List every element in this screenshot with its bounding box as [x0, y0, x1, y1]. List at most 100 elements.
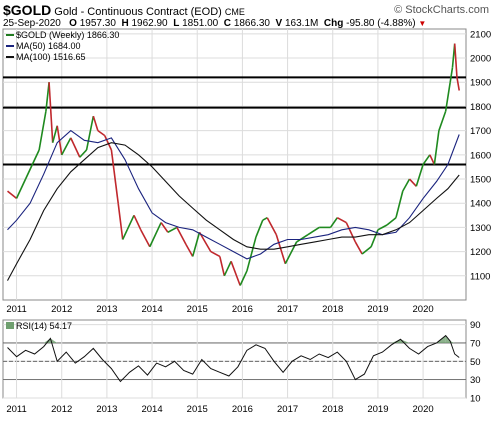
rsi-overbought-fill: [450, 341, 455, 343]
ma50-line: [7, 129, 460, 260]
price-segment: [395, 190, 404, 218]
rsi-panel: 10 30 50 70 90 2011 2012 2013 2014 2015 2016 2017 20…: [2, 319, 481, 415]
legend-ma50: MA(50) 1684.00: [16, 41, 81, 51]
price-segment: [121, 229, 128, 240]
low-value: 1851.00: [182, 18, 219, 29]
close-label: C: [223, 18, 232, 29]
rsi-legend-swatch: [6, 322, 14, 329]
price-segment: [275, 234, 287, 264]
price-segment: [336, 217, 347, 224]
price-segment: [61, 137, 72, 156]
price-y-tick-label: 1400: [470, 199, 491, 210]
price-segment: [456, 77, 461, 91]
price-y-tick-label: 1300: [470, 223, 491, 234]
rsi-x-tick-label: 2014: [141, 404, 162, 415]
quote-date: 25-Sep-2020: [3, 18, 61, 29]
price-segment: [239, 270, 248, 286]
rsi-y-tick-label: 50: [470, 357, 481, 368]
exchange: CME: [224, 7, 245, 17]
price-segment: [51, 125, 58, 143]
volume-value: 163.1M: [284, 18, 319, 29]
price-segment: [92, 115, 99, 131]
change-down-icon: ▼: [418, 19, 427, 28]
price-segment: [110, 149, 119, 204]
rsi-y-tick-label: 10: [470, 394, 481, 405]
price-segment: [449, 67, 454, 83]
rsi-x-tick-label: 2019: [367, 404, 388, 415]
price-segment: [70, 137, 81, 158]
legend-ma100: MA(100) 1516.65: [16, 52, 86, 62]
close-value: 1866.30: [233, 18, 270, 29]
price-x-tick-label: 2018: [322, 304, 343, 315]
price-segment: [262, 217, 268, 221]
rsi-y-tick-label: 90: [470, 320, 481, 331]
price-segment: [422, 154, 431, 165]
price-segment: [296, 233, 309, 243]
rsi-x-tick-label: 2018: [322, 404, 343, 415]
price-x-tick-label: 2017: [277, 304, 298, 315]
price-segment: [266, 217, 277, 236]
price-segment: [126, 214, 135, 231]
price-segment: [117, 203, 124, 240]
price-y-tick-label: 1600: [470, 150, 491, 161]
price-segment: [255, 219, 264, 238]
price-segment: [361, 246, 372, 255]
ma100-line: [7, 142, 460, 281]
rsi-x-tick-label: 2020: [413, 404, 434, 415]
price-segment: [97, 129, 106, 137]
price-segment: [329, 217, 338, 228]
open-label: O: [69, 18, 77, 29]
price-x-tick-label: 2014: [141, 304, 162, 315]
high-label: H: [121, 18, 129, 29]
price-segment: [210, 250, 221, 258]
low-label: L: [173, 18, 180, 29]
header-line-quote: 25-Sep-2020 O 1957.30 H 1962.90 L 1851.0…: [3, 18, 426, 29]
price-segment: [24, 164, 34, 180]
price-y-tick-label: 1500: [470, 175, 491, 186]
rsi-overbought-fill: [391, 339, 401, 343]
volume-label: V: [275, 18, 283, 29]
price-segment: [377, 224, 388, 231]
price-segment: [354, 241, 363, 255]
price-segment: [386, 217, 397, 226]
symbol: $GOLD: [3, 2, 52, 18]
price-segment: [31, 149, 40, 165]
price-x-tick-label: 2015: [187, 304, 208, 315]
high-value: 1962.90: [131, 18, 168, 29]
price-segment: [7, 190, 18, 199]
price-segment: [149, 222, 162, 248]
brand-label: © StockCharts.com: [394, 4, 489, 16]
header-line-title: $GOLD Gold - Continuous Contract (EOD) C…: [3, 2, 245, 18]
price-x-tick-label: 2011: [6, 304, 26, 315]
price-segment: [79, 149, 88, 158]
price-segment: [402, 178, 411, 192]
price-y-tick-label: 1900: [470, 78, 491, 89]
price-segment: [103, 135, 113, 151]
rsi-legend-label: RSI(14) 54.17: [16, 321, 72, 331]
price-x-tick-label: 2013: [96, 304, 117, 315]
open-value: 1957.30: [79, 18, 116, 29]
price-y-tick-label: 1100: [470, 271, 490, 282]
price-segment: [133, 214, 142, 231]
price-segment: [246, 236, 257, 272]
price-segment: [223, 260, 232, 277]
rsi-x-tick-label: 2016: [232, 404, 253, 415]
rsi-y-tick-label: 70: [470, 338, 481, 349]
price-segment: [85, 115, 95, 151]
price-segment: [307, 226, 320, 236]
rsi-x-tick-label: 2012: [51, 404, 72, 415]
price-segment: [167, 226, 178, 233]
price-segment: [185, 243, 194, 257]
rsi-x-tick-label: 2013: [96, 404, 117, 415]
price-y-tick-label: 2100: [470, 29, 491, 40]
price-y-tick-label: 1700: [470, 126, 491, 137]
price-x-tick-label: 2016: [232, 304, 253, 315]
price-segment: [429, 154, 436, 165]
price-segment: [38, 111, 47, 151]
change-value: -95.80 (-4.88%): [346, 18, 416, 29]
price-segment: [15, 178, 27, 199]
price-segment: [219, 256, 226, 276]
rsi-line: [7, 334, 460, 383]
change-label: Chg: [323, 18, 344, 29]
